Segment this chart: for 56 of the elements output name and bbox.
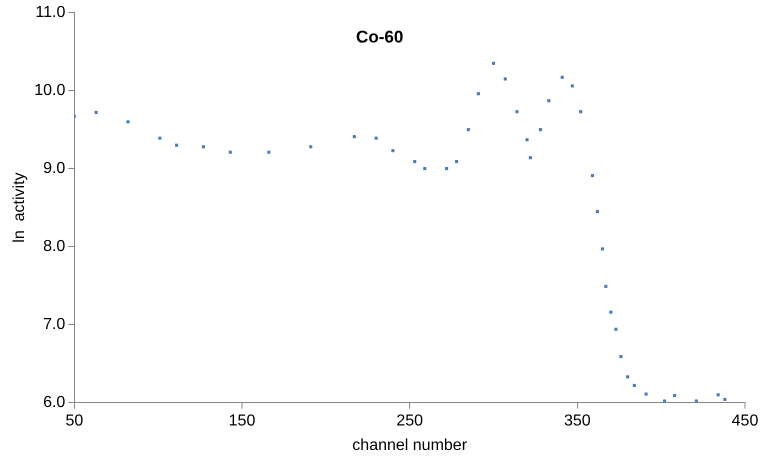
point (694, 399, 698, 403)
point (570, 84, 574, 88)
point (619, 355, 622, 358)
point (504, 77, 507, 80)
point (374, 136, 378, 140)
y-tick-label: 11.0 (35, 4, 66, 22)
point (560, 76, 564, 79)
point (391, 149, 394, 152)
x-axis-title: channel number (352, 436, 468, 454)
x-tick-label: 350 (564, 412, 591, 430)
point (626, 375, 630, 378)
point (309, 145, 312, 148)
point (525, 138, 529, 142)
point (94, 110, 98, 114)
point (228, 150, 232, 154)
x-tick-label: 450 (732, 412, 758, 430)
point (175, 144, 178, 147)
point (528, 156, 532, 160)
point (604, 284, 608, 288)
point (476, 92, 480, 96)
y-tick-label: 9.0 (43, 160, 66, 178)
point (492, 62, 496, 65)
point (413, 160, 416, 164)
y-axis-title: ln activity (11, 172, 28, 243)
point (662, 399, 666, 403)
point (352, 135, 356, 138)
point (673, 394, 676, 398)
x-tick-label: 150 (228, 412, 256, 430)
point (609, 310, 612, 314)
point (158, 136, 162, 140)
x-tick-label: 50 (65, 412, 84, 430)
point (515, 110, 519, 114)
x-tick-label: 250 (396, 412, 424, 430)
point (445, 167, 448, 170)
y-tick-label: 8.0 (43, 238, 66, 256)
point (723, 398, 726, 402)
point (716, 393, 720, 396)
point (644, 392, 648, 396)
y-tick-label: 6.0 (43, 394, 66, 412)
y-tick-label: 10.0 (34, 82, 66, 100)
point (466, 128, 470, 132)
point (538, 128, 542, 132)
point (202, 145, 205, 148)
text: Co-60 (356, 27, 404, 46)
point (126, 120, 130, 124)
point (614, 328, 618, 331)
point (547, 99, 550, 102)
point (600, 247, 604, 250)
point (590, 174, 594, 178)
point (455, 160, 458, 164)
y-tick-label: 7.0 (43, 316, 66, 334)
point (596, 210, 600, 214)
point (267, 150, 270, 154)
point (423, 167, 426, 170)
point (579, 110, 582, 114)
point (632, 384, 636, 387)
